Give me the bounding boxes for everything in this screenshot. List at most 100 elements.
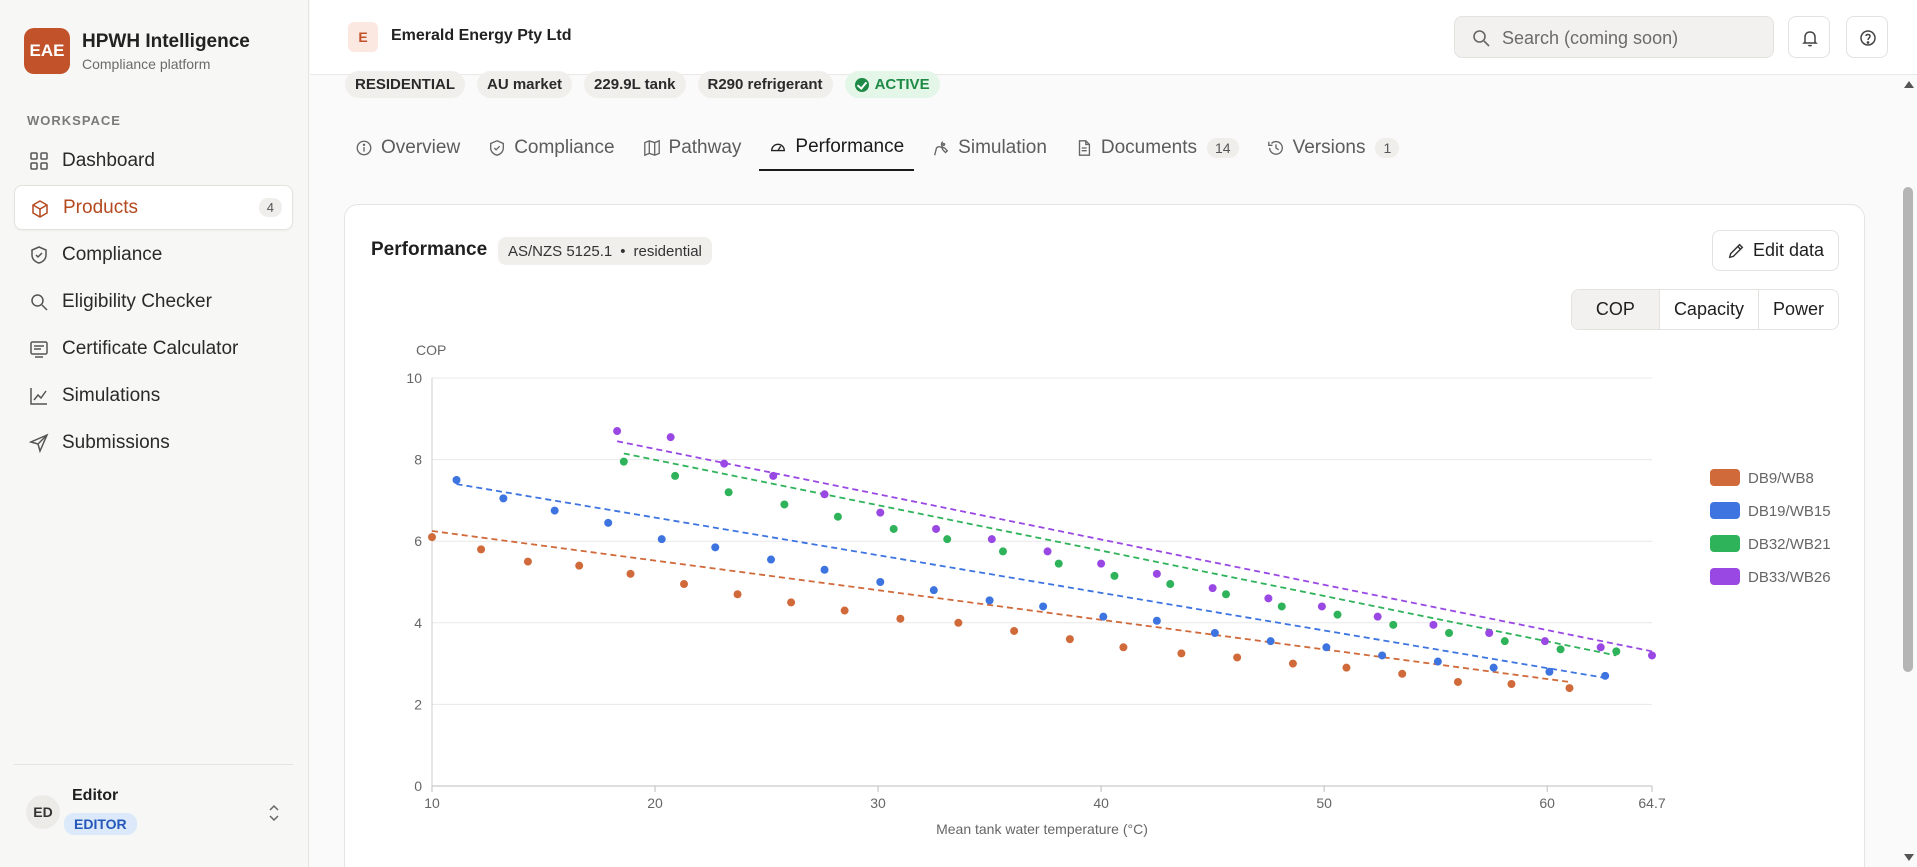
data-point (1099, 612, 1108, 621)
data-point (780, 500, 789, 509)
sidebar-item-eligibility-checker[interactable]: Eligibility Checker (14, 279, 293, 324)
data-point (1322, 643, 1331, 652)
tab-overview[interactable]: Overview (345, 125, 470, 171)
sidebar-item-certificate-calculator[interactable]: Certificate Calculator (14, 326, 293, 371)
data-point (575, 561, 584, 570)
data-point (1288, 659, 1297, 668)
data-point (998, 547, 1007, 556)
tab-performance[interactable]: Performance (759, 125, 915, 171)
avatar: ED (26, 795, 60, 829)
data-point (1065, 635, 1074, 644)
tab-versions[interactable]: Versions 1 (1257, 125, 1410, 171)
sidebar-item-submissions[interactable]: Submissions (14, 420, 293, 465)
user-name: Editor (72, 787, 119, 804)
check-circle-icon (854, 77, 869, 92)
data-point (929, 586, 938, 595)
box-icon (32, 200, 48, 218)
search-placeholder: Search (coming soon) (1502, 28, 1679, 48)
data-point (840, 606, 849, 615)
tab-simulation[interactable]: Simulation (922, 125, 1057, 171)
sidebar-item-compliance[interactable]: Compliance (14, 232, 293, 277)
data-point (619, 457, 628, 466)
tab-documents[interactable]: Documents 14 (1065, 125, 1249, 171)
shield-check-icon (490, 140, 505, 156)
data-point (787, 598, 796, 607)
notifications-button[interactable] (1788, 16, 1830, 58)
standard-pill: AS/NZS 5125.1 • residential (498, 237, 712, 265)
cop-chart: 0 2 4 6 8 10 10 20 30 40 50 60 64.7 COP Mean tank wate… (406, 342, 1831, 837)
data-point (626, 569, 635, 578)
brand-name: HPWH Intelligence (82, 30, 250, 52)
sidebar-item-simulations[interactable]: Simulations (14, 373, 293, 418)
history-icon (1267, 141, 1283, 155)
metric-tab-power[interactable]: Power (1757, 290, 1838, 329)
metric-tab-capacity[interactable]: Capacity (1658, 290, 1758, 329)
sidebar-item-products[interactable]: Products 4 (14, 185, 293, 230)
data-point (477, 545, 486, 554)
help-button[interactable] (1846, 16, 1888, 58)
brand-logo: EAE (24, 28, 70, 74)
data-point (1373, 612, 1382, 621)
metric-tab-cop[interactable]: COP (1571, 290, 1659, 329)
shield-check-icon (31, 246, 47, 264)
scroll-thumb[interactable] (1903, 187, 1913, 672)
x-tick-label: 64.7 (1638, 795, 1665, 811)
search-input[interactable]: Search (coming soon) (1454, 16, 1774, 58)
y-tick-label: 6 (414, 533, 422, 549)
data-point (613, 427, 622, 436)
data-point (1266, 637, 1275, 646)
data-point (604, 518, 613, 527)
sidebar-item-label: Submissions (62, 431, 170, 453)
versions-count-badge: 1 (1375, 138, 1400, 158)
scroll-down-arrow[interactable] (1904, 854, 1914, 861)
data-point (1317, 602, 1326, 611)
data-point (1233, 653, 1242, 662)
sidebar-item-label: Certificate Calculator (62, 337, 239, 359)
data-point (943, 535, 952, 544)
legend-swatch (1710, 469, 1740, 486)
legend-label: DB33/WB26 (1748, 569, 1831, 586)
tab-label: Documents (1100, 137, 1197, 158)
data-point (1545, 667, 1554, 676)
fit-line (616, 440, 1653, 653)
data-point (1152, 616, 1161, 625)
bell-icon (1802, 31, 1818, 47)
data-point (876, 508, 885, 517)
tab-pathway[interactable]: Pathway (633, 125, 752, 171)
user-menu[interactable]: ED Editor EDITOR (14, 764, 293, 854)
data-point (1433, 657, 1442, 666)
gauge-icon (771, 143, 786, 152)
legend-swatch (1710, 502, 1740, 519)
fit-line (456, 483, 1606, 679)
products-count-badge: 4 (258, 198, 282, 217)
data-point (820, 490, 829, 499)
data-point (1648, 651, 1656, 660)
card-title: Performance (371, 239, 488, 260)
data-point (1429, 620, 1438, 629)
product-tabs: Overview Compliance Pathway Performance … (345, 125, 1417, 171)
scroll-up-arrow[interactable] (1904, 81, 1914, 88)
line-chart-icon (30, 388, 47, 405)
data-point (1556, 645, 1565, 654)
legend-label: DB32/WB21 (1748, 536, 1831, 553)
sidebar-nav: Dashboard Products 4 Compliance Eligibil… (14, 138, 293, 467)
data-point (711, 543, 720, 552)
data-point (1110, 571, 1119, 580)
company-name[interactable]: Emerald Energy Pty Ltd (391, 27, 572, 44)
tab-compliance[interactable]: Compliance (478, 125, 624, 171)
y-tick-label: 2 (414, 696, 422, 712)
x-tick-label: 20 (647, 795, 663, 811)
brand[interactable]: EAE HPWH Intelligence Compliance platfor… (24, 28, 250, 74)
data-point (720, 459, 729, 468)
edit-data-button[interactable]: Edit data (1711, 230, 1839, 271)
data-point (1277, 602, 1286, 611)
sidebar-item-label: Simulations (62, 384, 161, 406)
data-point (1208, 584, 1217, 593)
data-point (987, 535, 996, 544)
sidebar-item-dashboard[interactable]: Dashboard (14, 138, 293, 183)
x-tick-label: 30 (870, 795, 886, 811)
info-icon (356, 140, 372, 156)
data-point (550, 506, 559, 515)
page-scrollbar[interactable] (1900, 75, 1917, 867)
legend-swatch (1710, 535, 1740, 552)
